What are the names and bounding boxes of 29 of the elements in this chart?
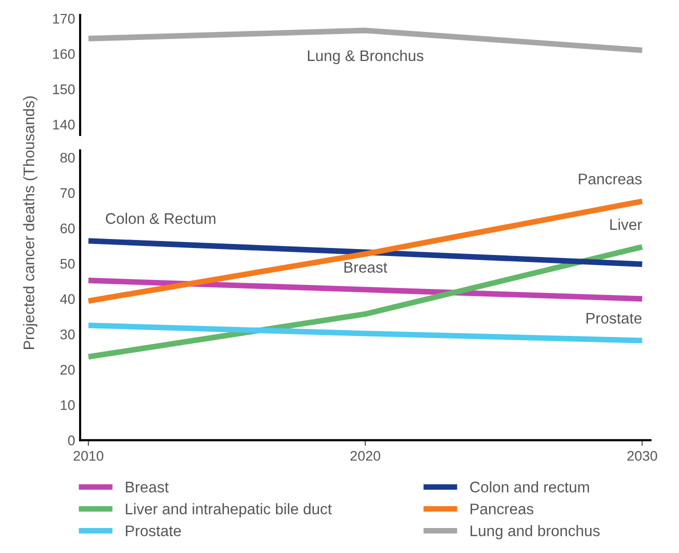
legend-label: Colon and rectum [470,481,589,492]
legend-label: Lung and bronchus [470,525,600,540]
y-tick-label: 160 [53,49,75,59]
y-tick-label: 50 [60,258,75,269]
legend-label: Prostate [126,526,181,536]
x-tick-label: 2010 [74,450,104,461]
legend-label: Breast [126,482,169,492]
y-axis-title: Projected cancer deaths (Thousands) [23,96,38,349]
annotation: Prostate [586,312,642,324]
y-tick-label: 10 [60,400,75,410]
y-tick-label: 0 [68,436,75,446]
annotation: Colon & Rectum [106,212,216,224]
y-tick-label: 30 [60,330,75,340]
annotation: Breast [344,262,388,273]
legend-label: Pancreas [470,504,534,514]
y-tick-label: 150 [53,84,75,94]
x-tick-label: 2030 [627,450,658,461]
y-tick-label: 170 [53,14,75,24]
x-tick-label: 2020 [350,450,380,461]
y-tick-label: 70 [60,188,75,198]
annotation: Pancreas [578,174,642,184]
y-tick-label: 140 [53,120,75,130]
y-tick-label: 80 [60,152,75,163]
annotation: Liver [610,218,642,230]
y-tick-label: 40 [60,294,75,304]
y-tick-label: 20 [60,364,75,375]
legend-label: Liver and intrahepatic bile duct [126,503,332,518]
annotation: Lung & Bronchus [308,50,424,64]
y-tick-label: 60 [60,223,75,234]
